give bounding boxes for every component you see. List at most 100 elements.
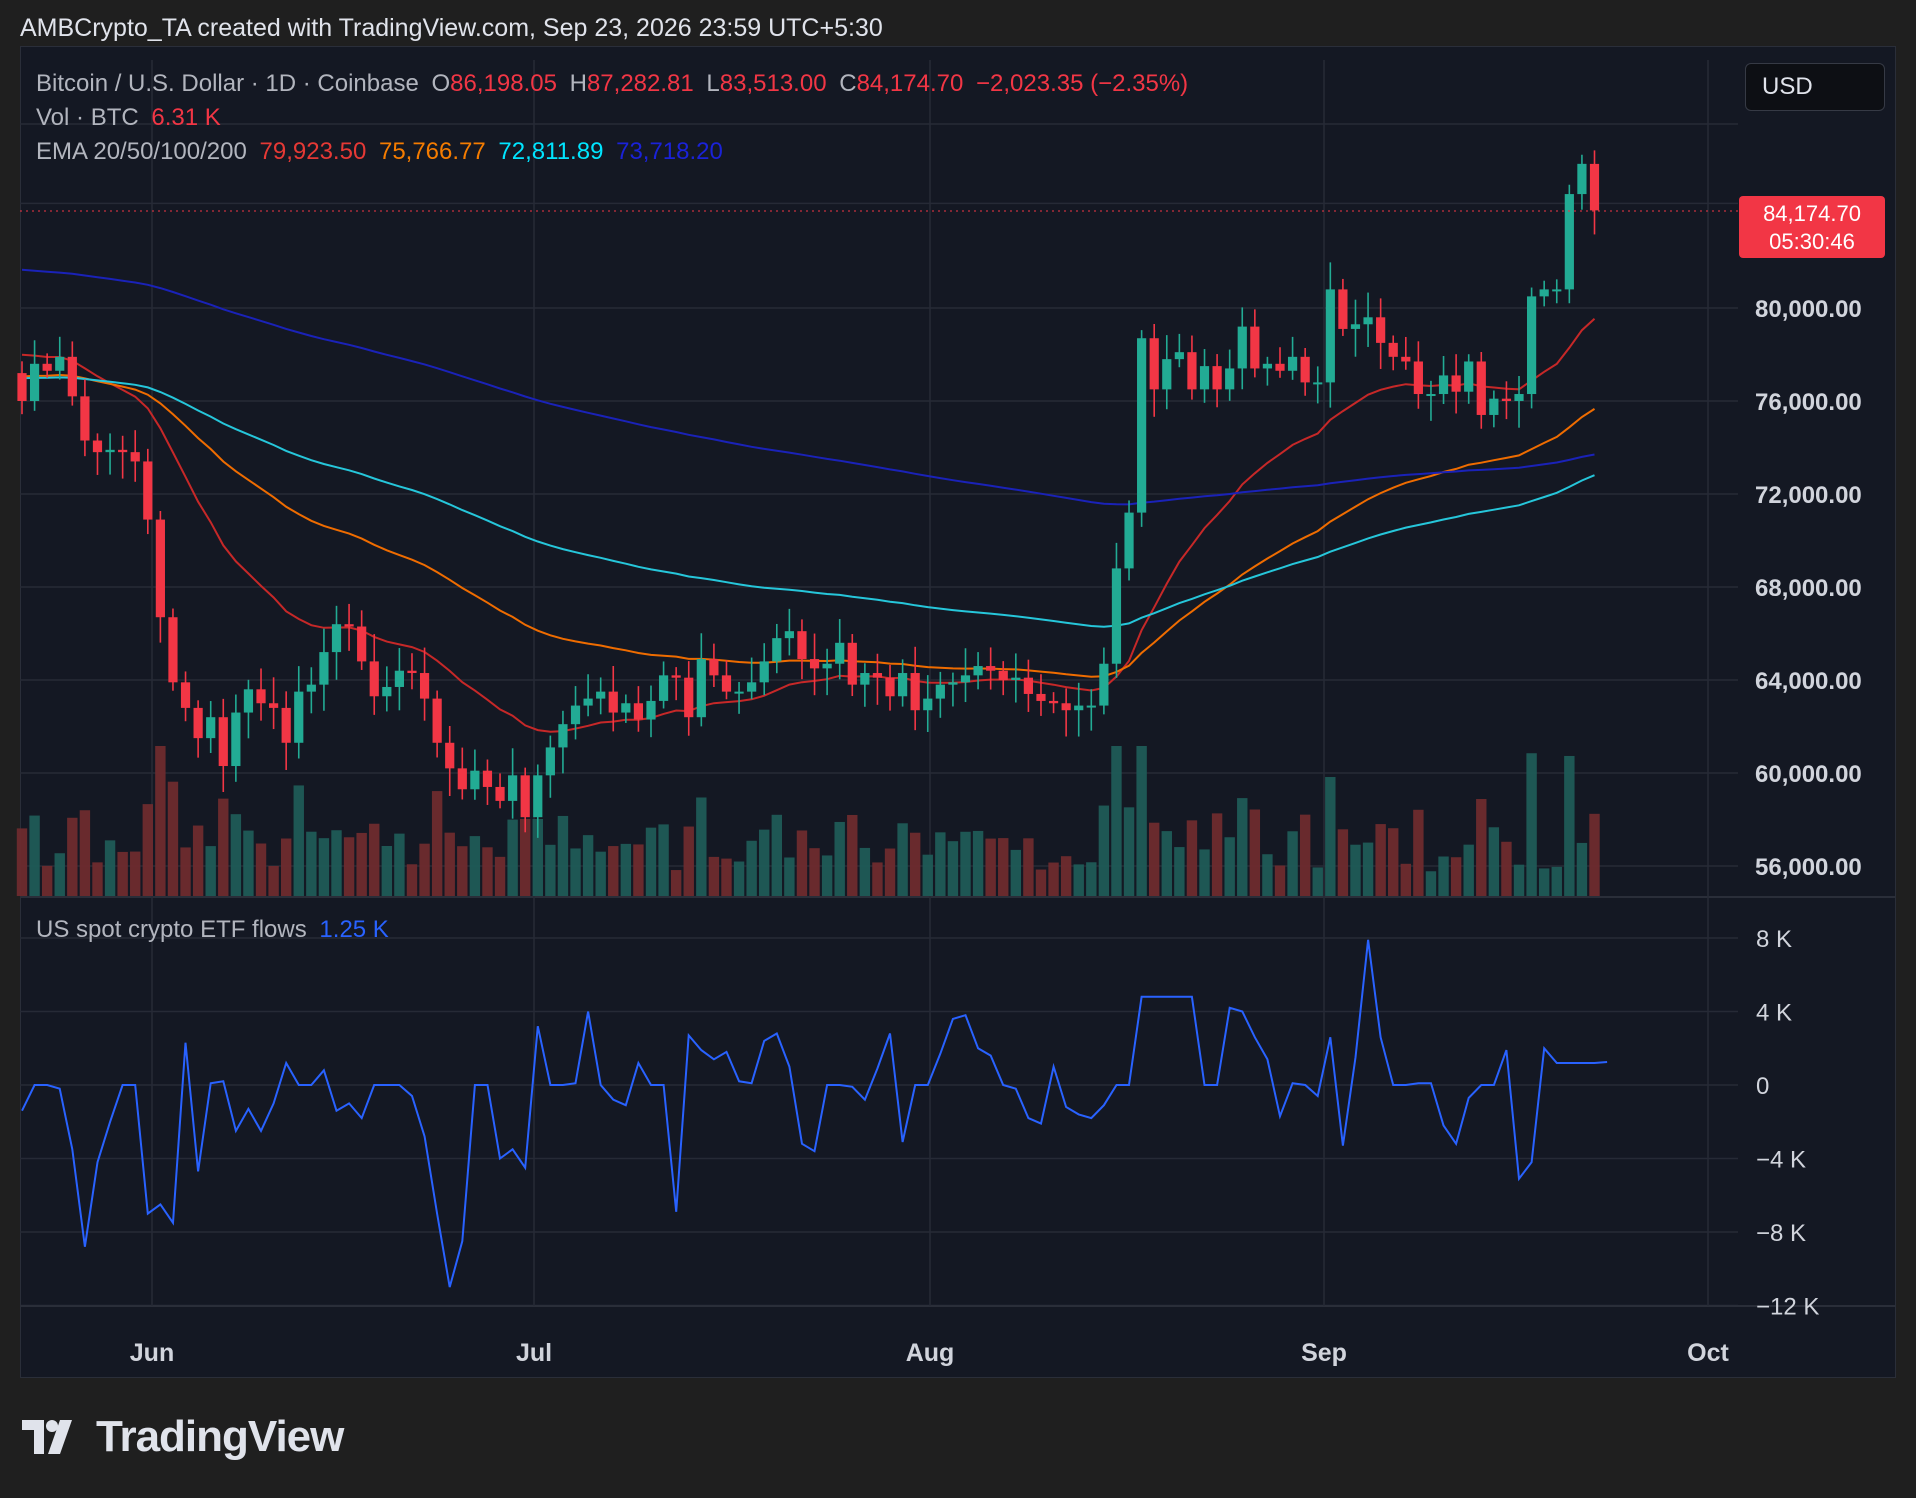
volume-bar: [457, 846, 468, 896]
ema-legend[interactable]: EMA 20/50/100/200 79,923.50 75,766.77 72…: [36, 138, 729, 166]
chart-panel[interactable]: [20, 46, 1896, 1378]
symbol-legend[interactable]: Bitcoin / U.S. Dollar · 1D · Coinbase O8…: [36, 70, 1194, 98]
candle-body: [734, 691, 744, 694]
volume-bar: [1186, 820, 1198, 896]
candle-body: [898, 673, 908, 697]
symbol-title[interactable]: Bitcoin / U.S. Dollar · 1D · Coinbase: [36, 70, 419, 97]
last-price-tag: 84,174.70 05:30:46: [1739, 196, 1885, 258]
volume-bar: [29, 815, 40, 896]
footer-brand[interactable]: TradingView: [22, 1412, 344, 1462]
volume-bar: [117, 851, 128, 896]
candle-body: [1350, 324, 1361, 329]
candle-body: [118, 449, 128, 453]
candle-body: [1262, 363, 1273, 369]
candle-body: [495, 786, 505, 801]
candle-body: [1464, 361, 1474, 392]
volume-bar: [557, 815, 569, 896]
volume-bar: [54, 853, 65, 896]
candle-body: [419, 673, 430, 699]
volume-bar: [1388, 828, 1399, 896]
volume-bar: [1086, 862, 1097, 896]
candle-body: [256, 689, 266, 704]
volume-bar: [633, 844, 644, 896]
volume-bar: [947, 841, 959, 896]
chart-attribution-header: AMBCrypto_TA created with TradingView.co…: [20, 14, 883, 42]
volume-bar: [1035, 869, 1047, 896]
volume-bar: [1199, 849, 1210, 896]
candle-body: [344, 624, 354, 627]
candle-body: [1036, 693, 1046, 701]
close-value: 84,174.70: [856, 70, 964, 97]
volume-bar: [1375, 824, 1386, 896]
volume-bar: [721, 858, 732, 896]
volume-bar: [482, 847, 493, 896]
candle-body: [281, 707, 291, 743]
candle-body: [1388, 342, 1398, 357]
volume-bar: [582, 835, 594, 896]
candle-body: [508, 775, 518, 801]
volume-bar: [306, 831, 317, 896]
price-tick-label: 68,000.00: [1755, 575, 1862, 602]
candle-body: [1212, 366, 1222, 390]
candle-body: [470, 770, 480, 790]
candle-body: [1099, 663, 1109, 706]
volume-bar: [1526, 753, 1537, 896]
low-value: 83,513.00: [719, 70, 827, 97]
candle-body: [1187, 352, 1197, 390]
volume-bar: [998, 838, 1009, 896]
volume-bar: [847, 814, 858, 896]
etf-legend[interactable]: US spot crypto ETF flows 1.25 K: [36, 916, 395, 944]
volume-bar: [218, 798, 229, 896]
volume-bar: [1438, 856, 1449, 896]
open-value: 86,198.05: [450, 70, 557, 97]
candle-body: [231, 712, 241, 767]
volume-bar: [909, 832, 921, 896]
volume-bar: [268, 865, 279, 896]
volume-bar: [205, 846, 216, 896]
candle-body: [407, 670, 417, 674]
time-tick-label: Jun: [130, 1339, 174, 1367]
candle-body: [658, 675, 669, 701]
volume-bar: [1274, 865, 1286, 896]
volume-bar: [1551, 866, 1562, 896]
candle-body: [910, 673, 920, 711]
volume-label: Vol · BTC: [36, 104, 139, 131]
volume-value: 6.31 K: [151, 104, 221, 131]
volume-bar: [243, 830, 254, 896]
candle-body: [155, 519, 165, 618]
candle-body: [294, 691, 304, 743]
currency-button[interactable]: USD: [1745, 63, 1885, 111]
candle-body: [1086, 705, 1096, 708]
flow-tick-label: 0: [1756, 1073, 1769, 1100]
candle-body: [671, 675, 681, 678]
volume-bar: [192, 825, 204, 896]
axis-labels: 80,000.00 76,000.00 72,000.00 68,000.00 64,0…: [130, 296, 1862, 1367]
candle-body: [1250, 326, 1260, 369]
candle-body: [206, 717, 216, 739]
volume-bar: [41, 865, 53, 896]
volume-bar: [1123, 807, 1135, 896]
volume-bar: [1048, 862, 1059, 896]
volume-bar: [595, 851, 606, 896]
volume-bar: [1224, 837, 1235, 896]
candle-body: [986, 666, 996, 671]
volume-bar: [1325, 777, 1336, 896]
volume-bar: [1400, 863, 1411, 896]
volume-bar: [280, 838, 292, 896]
candle-body: [1061, 703, 1071, 711]
volume-bar: [658, 824, 669, 896]
volume-bar: [1161, 831, 1172, 896]
candle-body: [759, 661, 769, 683]
candle-body: [1162, 359, 1172, 390]
price-tick-label: 72,000.00: [1755, 482, 1862, 509]
candle-body: [319, 652, 329, 685]
candle-body: [1074, 705, 1084, 711]
volume-bar: [1425, 871, 1437, 896]
volume-legend[interactable]: Vol · BTC 6.31 K: [36, 104, 227, 132]
candle-body: [684, 677, 694, 718]
volume-bar: [130, 851, 141, 896]
candle-body: [1287, 356, 1298, 371]
candle-body: [583, 698, 593, 706]
candle-body: [243, 689, 254, 713]
